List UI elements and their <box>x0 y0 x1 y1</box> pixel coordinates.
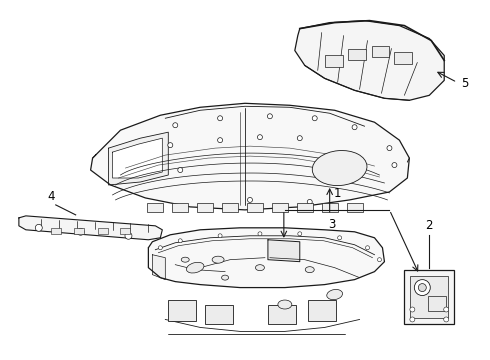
Text: 4: 4 <box>47 190 54 203</box>
Circle shape <box>297 136 302 141</box>
Circle shape <box>392 163 397 167</box>
Circle shape <box>178 239 182 243</box>
FancyBboxPatch shape <box>51 228 61 234</box>
Circle shape <box>418 284 426 292</box>
Polygon shape <box>268 240 300 262</box>
Circle shape <box>218 138 222 143</box>
Circle shape <box>168 143 173 148</box>
Circle shape <box>444 307 449 312</box>
Circle shape <box>218 116 222 121</box>
FancyBboxPatch shape <box>272 203 288 212</box>
Ellipse shape <box>327 289 343 300</box>
Circle shape <box>410 307 415 312</box>
Polygon shape <box>91 103 409 210</box>
Text: 2: 2 <box>425 219 433 232</box>
FancyBboxPatch shape <box>404 270 454 324</box>
FancyBboxPatch shape <box>168 300 196 321</box>
FancyBboxPatch shape <box>205 305 233 324</box>
Ellipse shape <box>221 275 228 280</box>
Circle shape <box>298 232 302 236</box>
FancyBboxPatch shape <box>394 53 413 64</box>
Circle shape <box>268 114 272 119</box>
Circle shape <box>258 232 262 236</box>
Text: 3: 3 <box>328 218 335 231</box>
Circle shape <box>257 135 263 140</box>
FancyBboxPatch shape <box>347 49 366 60</box>
Text: 5: 5 <box>461 77 468 90</box>
FancyBboxPatch shape <box>121 228 130 234</box>
Polygon shape <box>113 138 162 178</box>
Circle shape <box>410 317 415 322</box>
Circle shape <box>415 280 430 296</box>
FancyBboxPatch shape <box>297 203 313 212</box>
Ellipse shape <box>181 257 189 262</box>
Text: 1: 1 <box>334 187 342 200</box>
Circle shape <box>77 228 84 235</box>
FancyBboxPatch shape <box>346 203 363 212</box>
Circle shape <box>352 125 357 130</box>
Polygon shape <box>295 21 444 100</box>
Circle shape <box>444 317 449 322</box>
FancyBboxPatch shape <box>268 305 296 324</box>
Ellipse shape <box>312 150 367 185</box>
FancyBboxPatch shape <box>247 203 263 212</box>
Circle shape <box>312 116 317 121</box>
FancyBboxPatch shape <box>222 203 238 212</box>
Ellipse shape <box>305 267 314 273</box>
Circle shape <box>377 258 382 262</box>
Ellipse shape <box>212 256 224 263</box>
Circle shape <box>307 199 312 204</box>
Polygon shape <box>19 216 162 240</box>
FancyBboxPatch shape <box>98 228 107 234</box>
FancyBboxPatch shape <box>371 45 390 58</box>
FancyBboxPatch shape <box>74 228 84 234</box>
FancyBboxPatch shape <box>428 296 446 311</box>
Circle shape <box>35 224 42 231</box>
Circle shape <box>178 167 183 172</box>
Ellipse shape <box>255 265 265 271</box>
Polygon shape <box>148 228 385 288</box>
FancyBboxPatch shape <box>172 203 188 212</box>
FancyBboxPatch shape <box>197 203 213 212</box>
Ellipse shape <box>278 300 292 309</box>
FancyBboxPatch shape <box>322 203 338 212</box>
FancyBboxPatch shape <box>410 276 448 319</box>
Circle shape <box>387 146 392 150</box>
Circle shape <box>366 246 369 250</box>
FancyBboxPatch shape <box>308 300 336 321</box>
Circle shape <box>158 246 162 250</box>
FancyBboxPatch shape <box>325 55 343 67</box>
Circle shape <box>247 197 252 202</box>
Circle shape <box>173 123 178 128</box>
Circle shape <box>125 232 132 239</box>
FancyBboxPatch shape <box>147 203 163 212</box>
Polygon shape <box>108 132 168 185</box>
Circle shape <box>338 236 342 240</box>
Circle shape <box>218 234 222 238</box>
Ellipse shape <box>186 262 204 273</box>
Polygon shape <box>152 255 165 280</box>
